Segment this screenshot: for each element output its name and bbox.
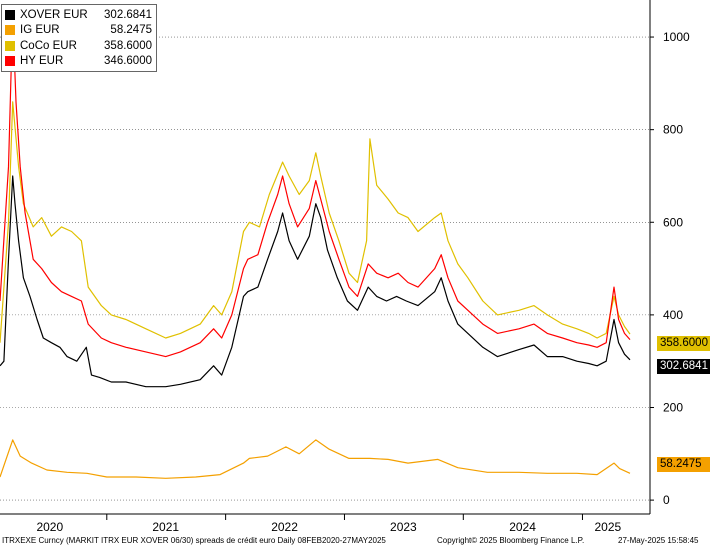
y-axis-ticks: 0 200 400 600 800 1000	[650, 30, 690, 507]
legend-value-coco: 358.6000	[104, 39, 152, 52]
y-tick-label-600: 600	[663, 215, 683, 229]
y-tick-label-200: 200	[663, 400, 683, 414]
legend-value-xover: 302.6841	[104, 8, 152, 21]
x-axis-ticks: 2020 2021 2022 2023 2024 2025	[36, 514, 622, 534]
last-value-tag-xover: 302.6841	[657, 359, 710, 374]
x-tick-label-2021: 2021	[152, 520, 179, 534]
y-tick-label-800: 800	[663, 123, 683, 137]
series-line-xover-eur	[0, 175, 631, 388]
series-line-ig-eur	[0, 439, 631, 479]
footer-source: ITRXEXE Curncy (MARKIT ITRX EUR XOVER 06…	[2, 536, 386, 545]
legend-entry-coco: CoCo EUR 358.6000	[5, 38, 152, 54]
footer-timestamp: 27-May-2025 15:58:45	[618, 536, 699, 545]
legend-entry-hy: HY EUR 346.6000	[5, 54, 152, 70]
legend-label-coco: CoCo EUR	[20, 39, 77, 52]
legend-swatch-coco	[5, 40, 15, 51]
y-tick-label-1000: 1000	[663, 30, 690, 44]
legend-value-hy: 346.6000	[104, 55, 152, 68]
x-tick-label-2022: 2022	[271, 520, 298, 534]
legend-label-ig: IG EUR	[20, 24, 60, 37]
x-tick-label-2023: 2023	[390, 520, 417, 534]
legend-entry-xover: XOVER EUR 302.6841	[5, 7, 152, 23]
legend-swatch-xover	[5, 9, 15, 20]
chart-legend: XOVER EUR 302.6841 IG EUR 58.2475 CoCo E…	[1, 4, 157, 72]
last-value-tag-coco: 358.6000	[657, 336, 710, 351]
y-tick-label-400: 400	[663, 308, 683, 322]
legend-swatch-ig	[5, 25, 15, 36]
legend-label-hy: HY EUR	[20, 55, 64, 68]
footer-copyright: Copyright© 2025 Bloomberg Finance L.P.	[437, 536, 585, 545]
x-tick-label-2025: 2025	[595, 520, 622, 534]
legend-entry-ig: IG EUR 58.2475	[5, 23, 152, 39]
legend-label-xover: XOVER EUR	[20, 8, 88, 21]
x-tick-label-2020: 2020	[36, 520, 63, 534]
series-line-coco-eur	[0, 101, 631, 343]
y-tick-label-0: 0	[663, 493, 670, 507]
gridlines	[0, 36, 650, 501]
legend-value-ig: 58.2475	[110, 24, 152, 37]
x-tick-label-2024: 2024	[509, 520, 536, 534]
series-lines	[0, 13, 631, 479]
legend-swatch-hy	[5, 56, 15, 67]
series-line-hy-eur	[0, 13, 631, 358]
last-value-tag-ig: 58.2475	[657, 457, 710, 472]
